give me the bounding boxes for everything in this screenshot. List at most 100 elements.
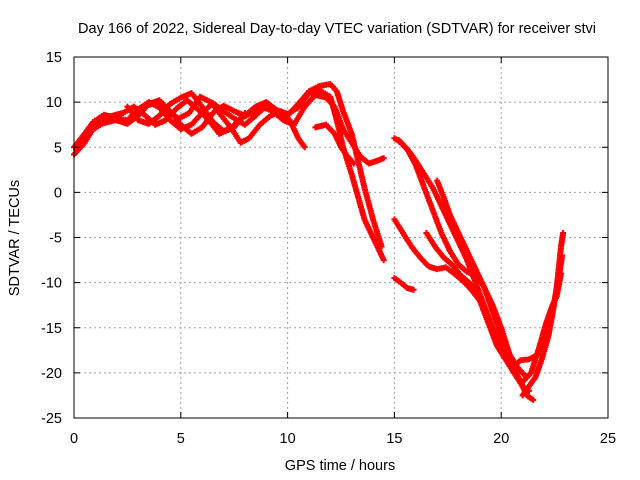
data-point	[196, 107, 200, 111]
data-point	[493, 335, 497, 339]
data-point	[243, 123, 247, 127]
data-point	[190, 123, 193, 127]
data-point	[281, 118, 285, 122]
data-point	[126, 105, 129, 108]
x-axis-label: GPS time / hours	[285, 458, 395, 474]
data-point	[217, 132, 221, 136]
data-point	[531, 398, 535, 402]
data-point	[185, 98, 189, 102]
data-point	[459, 274, 462, 277]
data-point	[457, 240, 460, 244]
data-point	[538, 344, 541, 348]
data-point	[335, 89, 339, 93]
data-point	[89, 129, 93, 133]
data-point	[501, 353, 505, 357]
data-point	[232, 117, 236, 120]
data-point	[457, 263, 460, 266]
data-point	[232, 126, 236, 129]
data-point	[200, 105, 204, 108]
data-point	[179, 127, 183, 131]
data-point	[474, 281, 477, 284]
data-point	[382, 258, 386, 262]
data-point	[405, 286, 409, 290]
data-point	[303, 145, 307, 149]
data-point	[467, 281, 471, 284]
y-axis-label: SDTVAR / TECUs	[7, 180, 23, 296]
data-series	[71, 81, 567, 403]
data-point	[393, 276, 396, 280]
data-point	[534, 376, 537, 379]
data-point	[200, 126, 204, 129]
data-point	[560, 254, 564, 257]
data-point	[318, 84, 321, 88]
data-point	[527, 357, 531, 361]
data-point	[501, 339, 505, 343]
data-point	[147, 122, 151, 126]
series-track-6	[312, 121, 357, 167]
data-point	[450, 263, 454, 266]
data-point	[187, 111, 191, 115]
data-point	[254, 114, 257, 118]
data-point	[350, 141, 354, 145]
series-track-5	[124, 90, 248, 134]
data-point	[222, 129, 225, 133]
data-point	[371, 218, 375, 221]
data-point	[435, 267, 439, 271]
data-point	[561, 231, 565, 235]
data-point	[448, 222, 452, 226]
data-point	[143, 113, 146, 117]
x-tick-label: 5	[177, 431, 185, 447]
data-point	[380, 245, 383, 248]
data-point	[405, 147, 409, 151]
data-point	[551, 303, 554, 307]
data-point	[318, 89, 321, 92]
data-point	[431, 186, 435, 190]
data-point	[465, 258, 469, 262]
data-point	[288, 118, 292, 122]
data-point	[393, 136, 396, 140]
data-point	[516, 367, 520, 370]
data-point	[393, 218, 396, 221]
data-point	[356, 195, 360, 199]
y-tick-label: -15	[41, 321, 62, 337]
data-point	[100, 122, 104, 126]
data-point	[136, 118, 140, 122]
data-point	[425, 231, 428, 235]
data-point	[153, 123, 157, 127]
data-point	[314, 126, 317, 129]
data-point	[482, 285, 486, 289]
data-point	[448, 249, 452, 253]
data-point	[559, 272, 563, 275]
data-point	[249, 111, 253, 115]
data-point	[418, 256, 422, 259]
data-point	[444, 265, 448, 269]
data-point	[247, 136, 251, 140]
data-point	[243, 111, 247, 115]
x-tick-label: 15	[386, 431, 402, 447]
data-point	[209, 100, 213, 104]
chart-title: Day 166 of 2022, Sidereal Day-to-day VTE…	[78, 21, 596, 37]
data-point	[452, 272, 456, 275]
data-point	[448, 213, 452, 217]
series-markers	[423, 230, 524, 385]
y-tick-label: 10	[46, 95, 62, 111]
data-point	[328, 95, 332, 99]
data-point	[559, 245, 563, 248]
data-point	[328, 82, 332, 86]
y-tick-label: 15	[46, 50, 62, 66]
data-point	[324, 96, 328, 99]
data-point	[440, 231, 443, 235]
data-point	[239, 141, 243, 145]
data-point	[363, 186, 366, 190]
data-point	[358, 154, 362, 158]
data-point	[414, 163, 418, 167]
data-point	[367, 162, 371, 165]
data-point	[222, 104, 225, 108]
data-point	[382, 156, 386, 160]
series-track-15	[519, 270, 564, 385]
data-point	[179, 96, 183, 99]
series-track-4	[77, 93, 308, 151]
x-tick-label: 25	[600, 431, 616, 447]
data-point	[457, 231, 460, 235]
